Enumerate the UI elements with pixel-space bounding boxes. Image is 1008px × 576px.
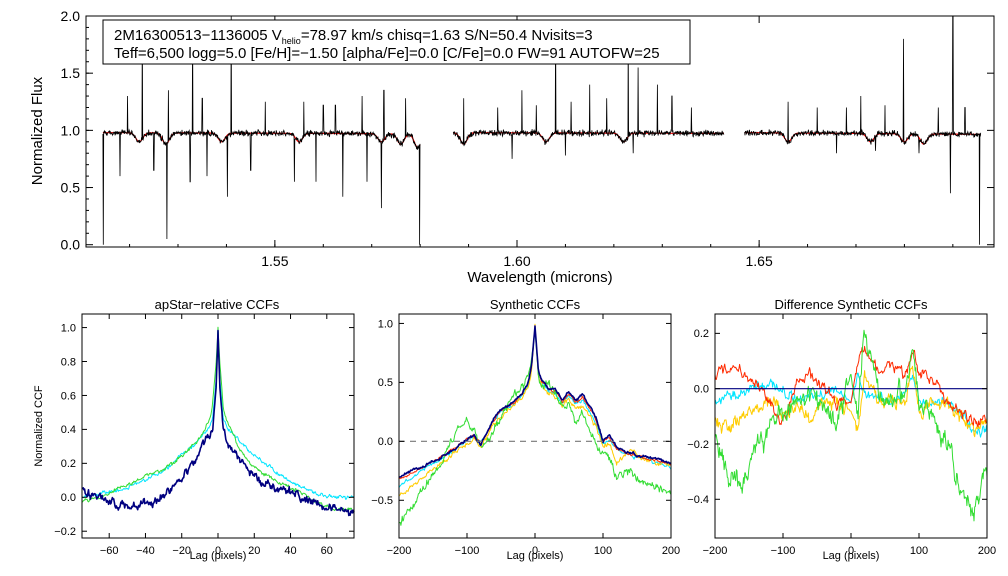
y-tick-label: 0.2 [694, 328, 709, 340]
x-tick-label: 200 [662, 545, 680, 557]
y-tick-label: 2.0 [61, 8, 81, 24]
observed-spectrum-line [744, 15, 982, 245]
annotation-line-1-prefix: 2M16300513−1136005 V [114, 27, 282, 44]
y-tick-label: −0.4 [687, 494, 709, 506]
y-tick-label: 0.0 [61, 237, 81, 253]
apstar-ccf-panel: apStar−relative CCFs −60 −40 −20 0 20 40 60 −0.… [33, 297, 355, 562]
x-tick-label: 60 [321, 545, 333, 557]
x-tick-label: 1.60 [503, 253, 530, 269]
ccf-series-visit-5 [714, 329, 988, 522]
x-tick-label: 1.55 [261, 253, 288, 269]
synthetic-ccf-title: Synthetic CCFs [490, 297, 581, 312]
x-tick-label: 20 [248, 545, 260, 557]
y-tick-label: 1.0 [378, 318, 393, 330]
x-tick-label: −100 [771, 545, 796, 557]
y-tick-label: −0.5 [371, 495, 393, 507]
x-tick-label: 0 [532, 545, 538, 557]
spectrum-x-axis-label: Wavelength (microns) [467, 269, 612, 286]
annotation-line-1: 2M16300513−1136005 Vhelio=78.97 km/s chi… [114, 27, 593, 46]
y-tick-label: 0.8 [61, 356, 76, 368]
ccf-series-visit-3 [398, 323, 672, 497]
y-tick-label: 0.5 [61, 179, 81, 195]
difference-ccf-series-layer [714, 329, 988, 522]
apstar-ccf-y-axis-label: Normalized CCF [33, 385, 45, 467]
annotation-line-1-suffix: =78.97 km/s chisq=1.63 S/N=50.4 Nvisits=… [301, 27, 593, 44]
x-tick-label: −200 [387, 545, 412, 557]
y-tick-label: 0.5 [378, 377, 393, 389]
spectrum-panel: 1.55 1.60 1.65 0.0 0.5 1.0 1.5 2.0 Normalized F… [29, 8, 995, 286]
y-tick-label: 1.0 [61, 322, 76, 334]
x-tick-label: 1.65 [746, 253, 773, 269]
x-tick-label: −200 [703, 545, 728, 557]
spectrum-series-layer [102, 15, 982, 245]
synthetic-ccf-series-layer [398, 323, 672, 526]
x-tick-label: 40 [284, 545, 296, 557]
y-tick-label: 0.0 [61, 492, 76, 504]
x-tick-label: 100 [910, 545, 928, 557]
synthetic-ccf-x-axis-label: Lag (pixels) [507, 550, 564, 562]
y-tick-label: 1.0 [61, 122, 81, 138]
apstar-ccf-title: apStar−relative CCFs [155, 297, 280, 312]
annotation-line-1-subscript: helio [282, 36, 301, 46]
synthetic-ccf-axis-ticks: −200 −100 0 100 200 −0.5 0.0 0.5 1.0 [371, 314, 680, 557]
x-tick-label: −20 [172, 545, 191, 557]
difference-ccf-axis-ticks: −200 −100 0 100 200 −0.4 −0.2 0.0 0.2 [687, 314, 996, 557]
x-tick-label: 200 [978, 545, 996, 557]
y-tick-label: 1.5 [61, 65, 81, 81]
y-tick-label: −0.2 [54, 526, 76, 538]
apstar-ccf-series-layer [81, 326, 355, 517]
annotation-box-border [102, 19, 691, 65]
y-tick-label: −0.2 [687, 439, 709, 451]
y-tick-label: 0.6 [61, 390, 76, 402]
spectrum-axis-ticks: 1.55 1.60 1.65 0.0 0.5 1.0 1.5 2.0 [61, 8, 994, 269]
apstar-ccf-x-axis-label: Lag (pixels) [190, 550, 247, 562]
difference-ccf-panel: Difference Synthetic CCFs −200 −100 0 100 20… [687, 297, 996, 562]
apstar-ccf-axis-ticks: −60 −40 −20 0 20 40 60 −0.2 0.0 0.2 0.4 0.6 0.8 1.0 [54, 314, 354, 557]
spectrum-y-axis-label: Normalized Flux [29, 76, 46, 185]
ccf-series-visit-1 [81, 329, 355, 517]
observed-spectrum-line [102, 15, 421, 245]
spectrum-plot-frame [85, 15, 995, 248]
y-tick-label: 0.2 [61, 458, 76, 470]
y-tick-label: 0.0 [378, 436, 393, 448]
observed-spectrum-line [452, 21, 725, 159]
difference-ccf-title: Difference Synthetic CCFs [775, 297, 928, 312]
ccf-series-visit-3 [714, 365, 988, 438]
ccf-series-visit-3 [81, 326, 355, 512]
ccf-series-visit-1 [398, 325, 672, 478]
y-tick-label: 0.0 [694, 384, 709, 396]
difference-ccf-x-axis-label: Lag (pixels) [823, 550, 880, 562]
annotation-line-2: Teff=6,500 logg=5.0 [Fe/H]=−1.50 [alpha/… [114, 45, 660, 62]
y-tick-label: 0.4 [61, 424, 76, 436]
synthetic-ccf-panel: Synthetic CCFs −200 −100 0 100 200 −0.5 0.0 0.5… [371, 297, 680, 562]
x-tick-label: −100 [455, 545, 480, 557]
x-tick-label: −40 [136, 545, 155, 557]
x-tick-label: 100 [594, 545, 612, 557]
x-tick-label: 0 [215, 545, 221, 557]
x-tick-label: −60 [100, 545, 119, 557]
spectrum-annotation-box: 2M16300513−1136005 Vhelio=78.97 km/s chi… [102, 19, 691, 65]
x-tick-label: 0 [848, 545, 854, 557]
